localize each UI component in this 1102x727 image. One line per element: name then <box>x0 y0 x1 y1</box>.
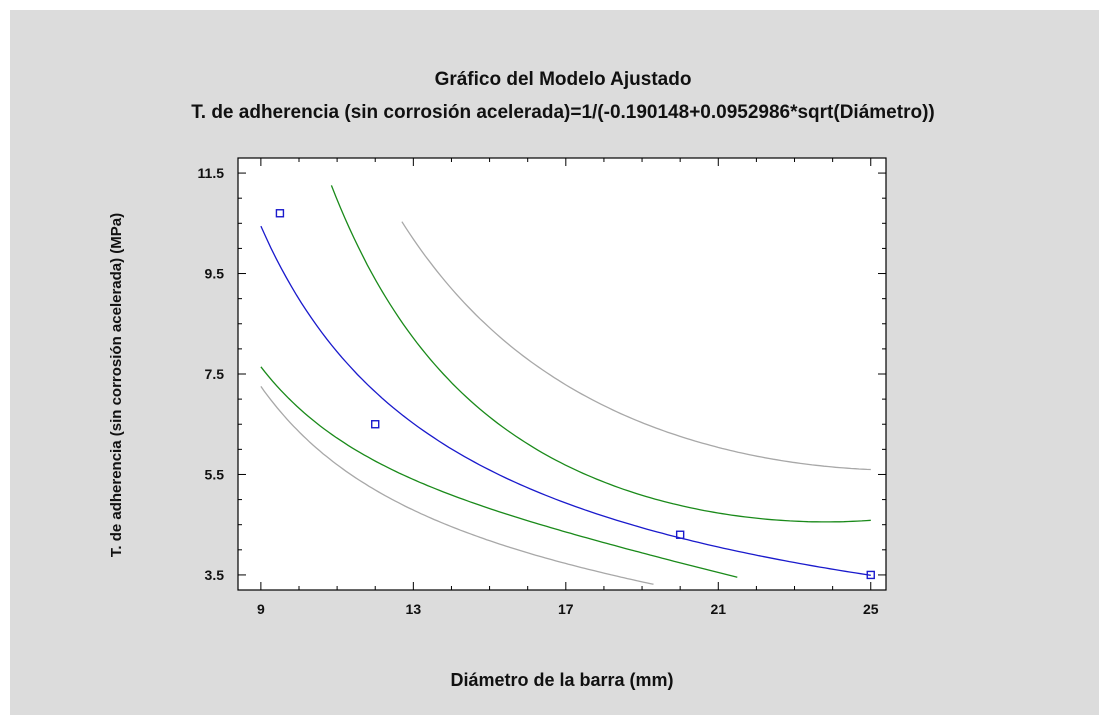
x-tick-label: 9 <box>257 601 265 617</box>
y-tick-label: 9.5 <box>205 266 225 282</box>
x-tick-label: 13 <box>406 601 422 617</box>
series-line-confidence-upper <box>330 185 871 523</box>
series-line-prediction-lower <box>260 386 654 585</box>
x-tick-label: 17 <box>558 601 574 617</box>
data-point-4 <box>866 570 875 580</box>
x-tick-label: 21 <box>710 601 726 617</box>
chart-subtitle: T. de adherencia (sin corrosión acelerad… <box>191 102 934 123</box>
series-line-fit <box>260 225 871 576</box>
chart-title: Gráfico del Modelo Ajustado <box>435 69 692 90</box>
y-tick-label: 11.5 <box>198 165 225 181</box>
y-axis-label: T. de adherencia (sin corrosión acelerad… <box>108 213 125 557</box>
series-line-confidence-lower <box>260 366 738 578</box>
plot-background <box>238 158 886 590</box>
plot-area: 9 13 17 21 25 3.5 5.5 7.5 9.5 11.5 <box>198 157 887 617</box>
y-tick-label: 5.5 <box>205 466 225 482</box>
y-tick-label: 3.5 <box>205 567 225 583</box>
chart-svg: Gráfico del Modelo Ajustado T. de adhere… <box>108 69 935 690</box>
x-tick-label: 25 <box>863 601 879 617</box>
y-tick-label: 7.5 <box>205 366 225 382</box>
series-line-prediction-upper <box>401 221 871 471</box>
data-point-3 <box>675 530 685 539</box>
x-axis-label: Diámetro de la barra (mm) <box>450 670 673 690</box>
data-point-1 <box>275 209 285 218</box>
data-point-2 <box>371 420 380 429</box>
chart-figure: Gráfico del Modelo Ajustado T. de adhere… <box>10 10 1099 715</box>
